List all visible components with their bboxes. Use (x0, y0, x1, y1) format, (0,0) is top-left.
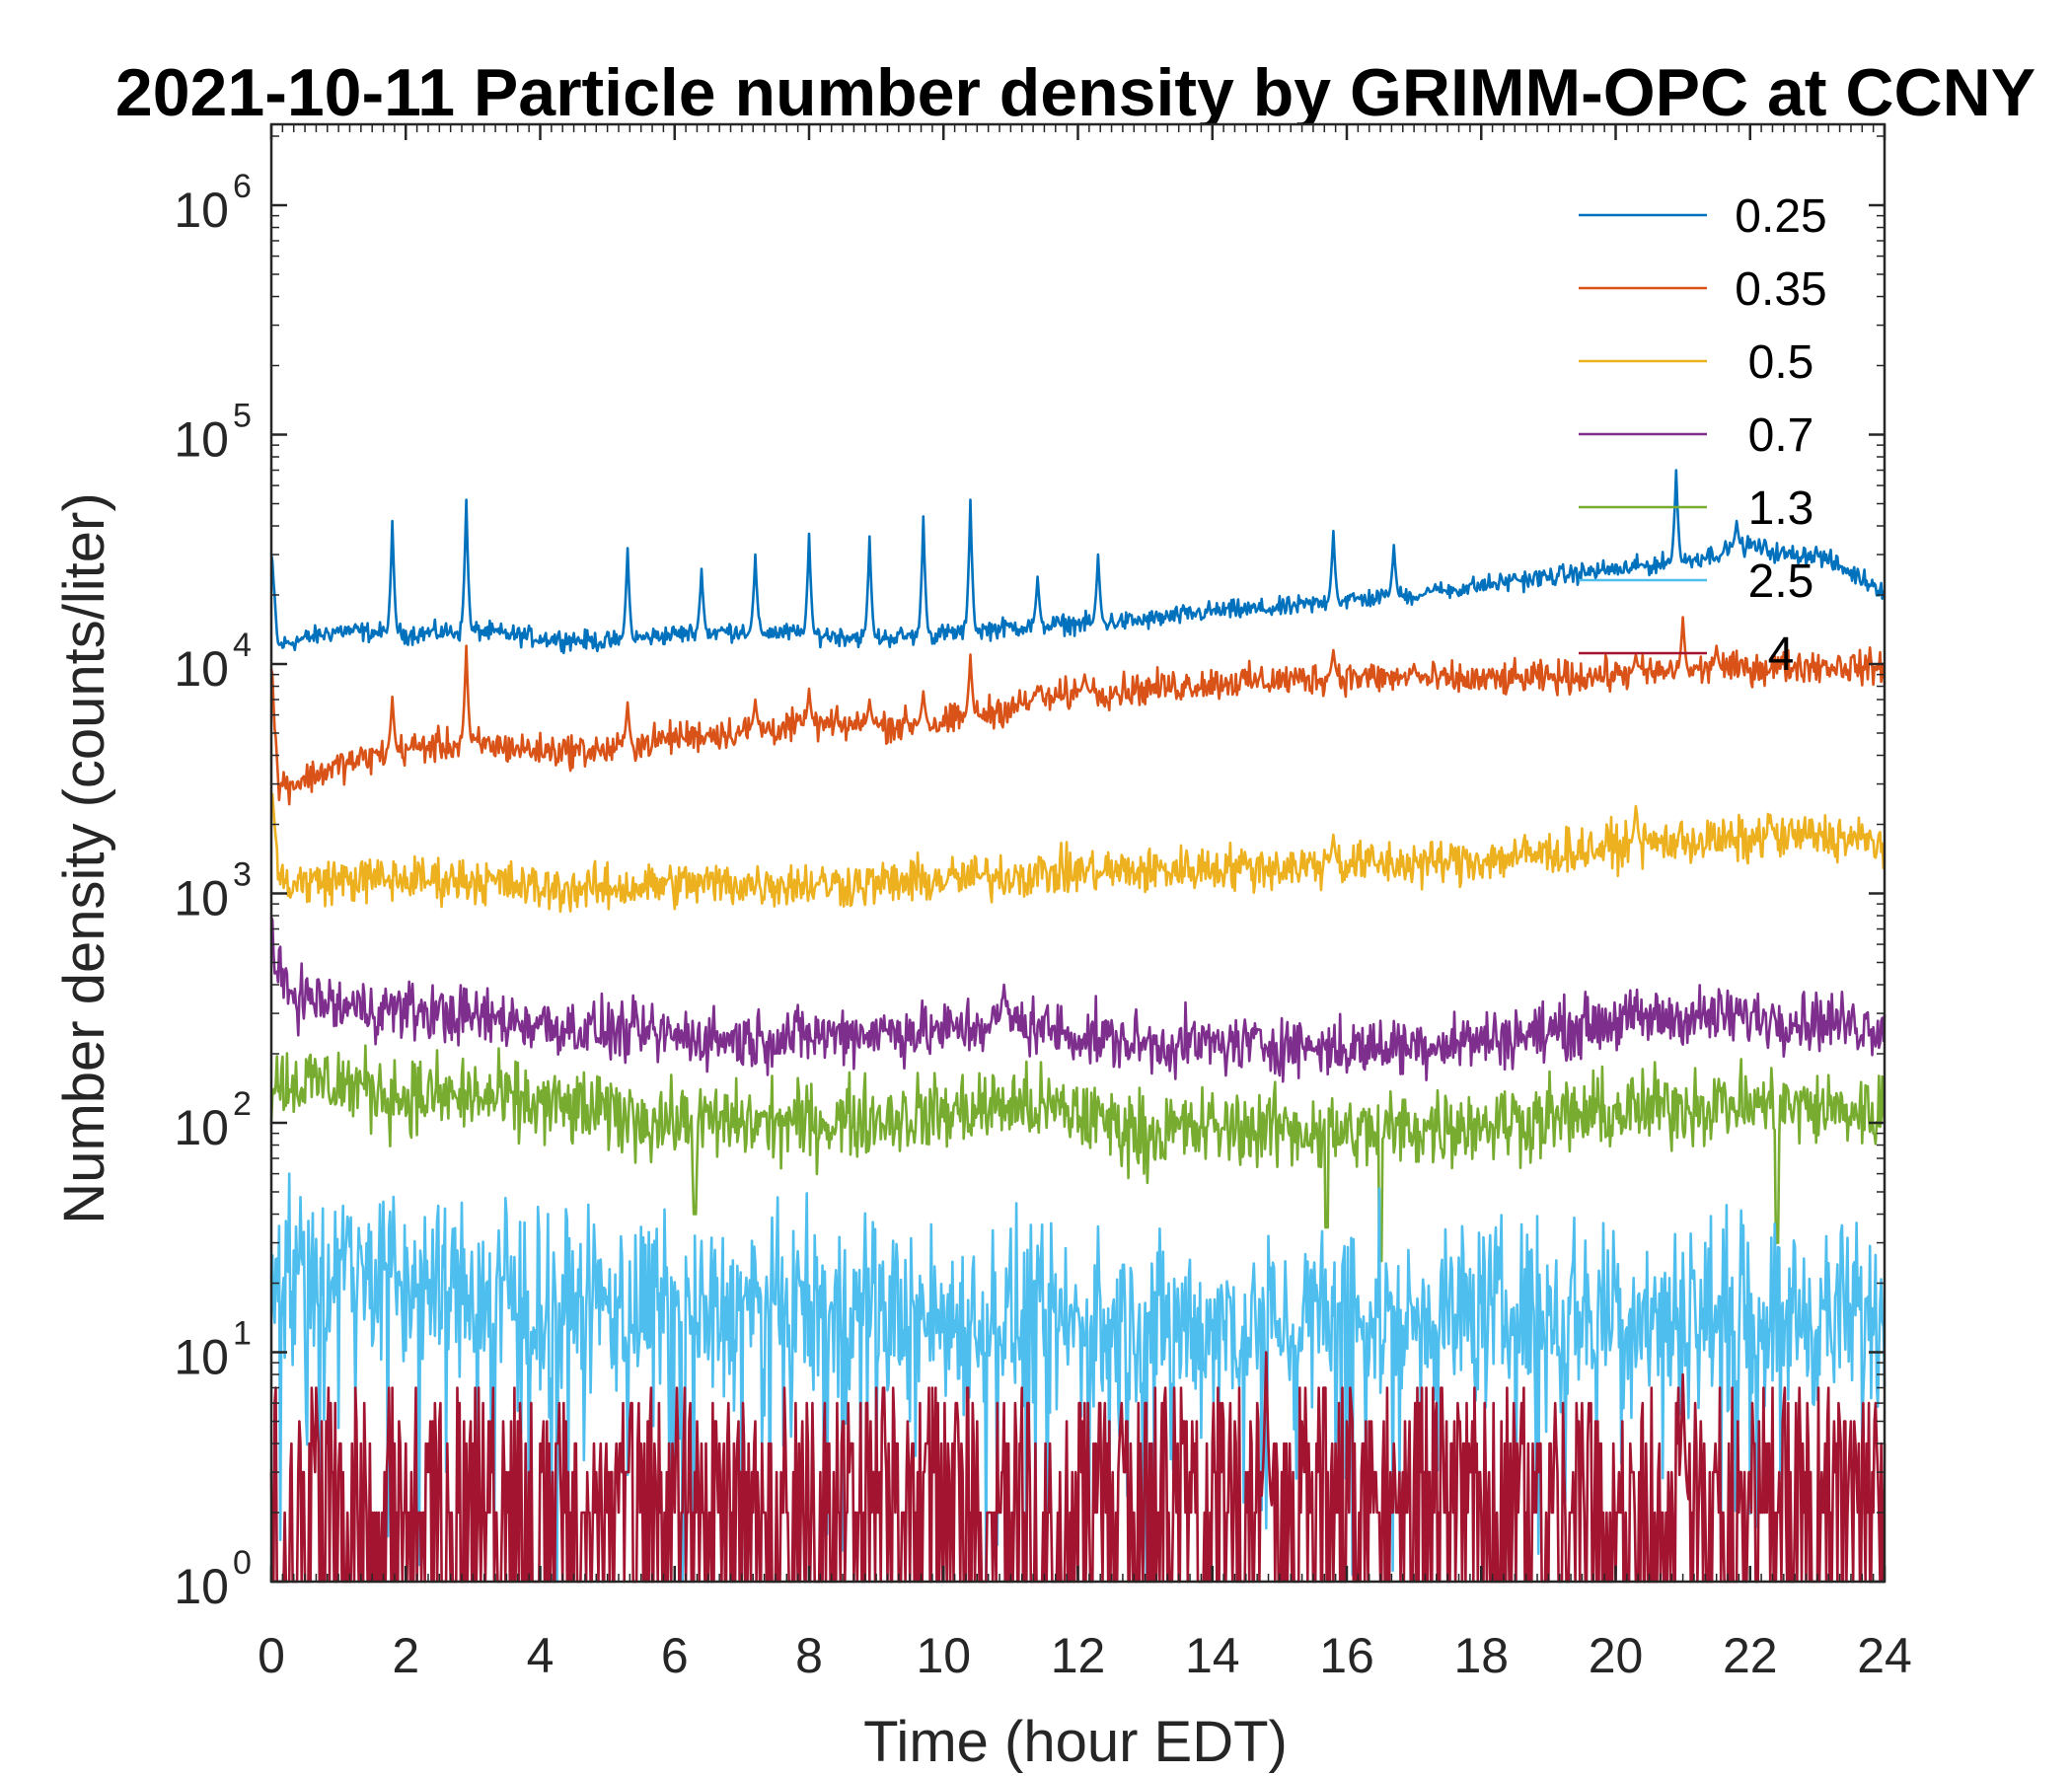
legend-label-0.5: 0.5 (1748, 336, 1814, 389)
y-tick-exponent: 6 (233, 168, 252, 205)
x-tick-label: 2 (392, 1628, 419, 1683)
y-tick-label: 10 (174, 871, 229, 926)
y-tick-label: 10 (174, 1100, 229, 1155)
legend-label-2.5: 2.5 (1748, 555, 1814, 608)
x-tick-label: 4 (527, 1628, 555, 1683)
legend-label-4: 4 (1768, 629, 1795, 681)
series-line-0.5 (270, 792, 1887, 914)
x-tick-label: 20 (1589, 1628, 1644, 1683)
x-tick-label: 18 (1453, 1628, 1509, 1683)
legend-label-1.3: 1.3 (1748, 482, 1814, 535)
legend-label-0.35: 0.35 (1735, 263, 1826, 316)
x-tick-label: 12 (1051, 1628, 1106, 1683)
x-tick-label: 0 (258, 1628, 285, 1683)
legend-label-0.7: 0.7 (1748, 409, 1814, 462)
y-axis-label: Number density (counts/liter) (52, 492, 116, 1223)
y-tick-exponent: 0 (233, 1544, 252, 1582)
x-tick-label: 14 (1185, 1628, 1240, 1683)
x-tick-label: 16 (1319, 1628, 1374, 1683)
x-tick-label: 10 (916, 1628, 971, 1683)
y-tick-label: 10 (174, 641, 229, 697)
series-line-0.7 (269, 917, 1887, 1083)
legend-label-0.25: 0.25 (1735, 190, 1826, 243)
y-tick-exponent: 2 (233, 1085, 252, 1123)
series-line-1.3 (269, 1044, 1887, 1263)
x-tick-label: 24 (1857, 1628, 1912, 1683)
x-axis-label: Time (hour EDT) (863, 1710, 1288, 1774)
axes (269, 122, 1887, 1584)
chart-title: 2021-10-11 Particle number density by GR… (115, 55, 2035, 130)
y-tick-label: 10 (174, 183, 229, 238)
series-line-2.5 (269, 1172, 1887, 1584)
x-tick-label: 22 (1723, 1628, 1778, 1683)
y-tick-label: 10 (174, 1559, 229, 1614)
x-tick-label: 8 (795, 1628, 823, 1683)
x-tick-label: 6 (661, 1628, 689, 1683)
y-tick-exponent: 5 (233, 398, 252, 435)
series-line-0.25 (269, 469, 1886, 655)
y-tick-label: 10 (174, 412, 229, 468)
y-tick-label: 10 (174, 1330, 229, 1385)
y-tick-exponent: 1 (233, 1315, 252, 1353)
y-tick-exponent: 4 (233, 627, 252, 664)
series-line-0.35 (269, 616, 1887, 806)
legend: 0.25 0.35 0.5 0.7 1.3 2.5 4 (1579, 190, 1827, 681)
y-tick-exponent: 3 (233, 856, 252, 894)
